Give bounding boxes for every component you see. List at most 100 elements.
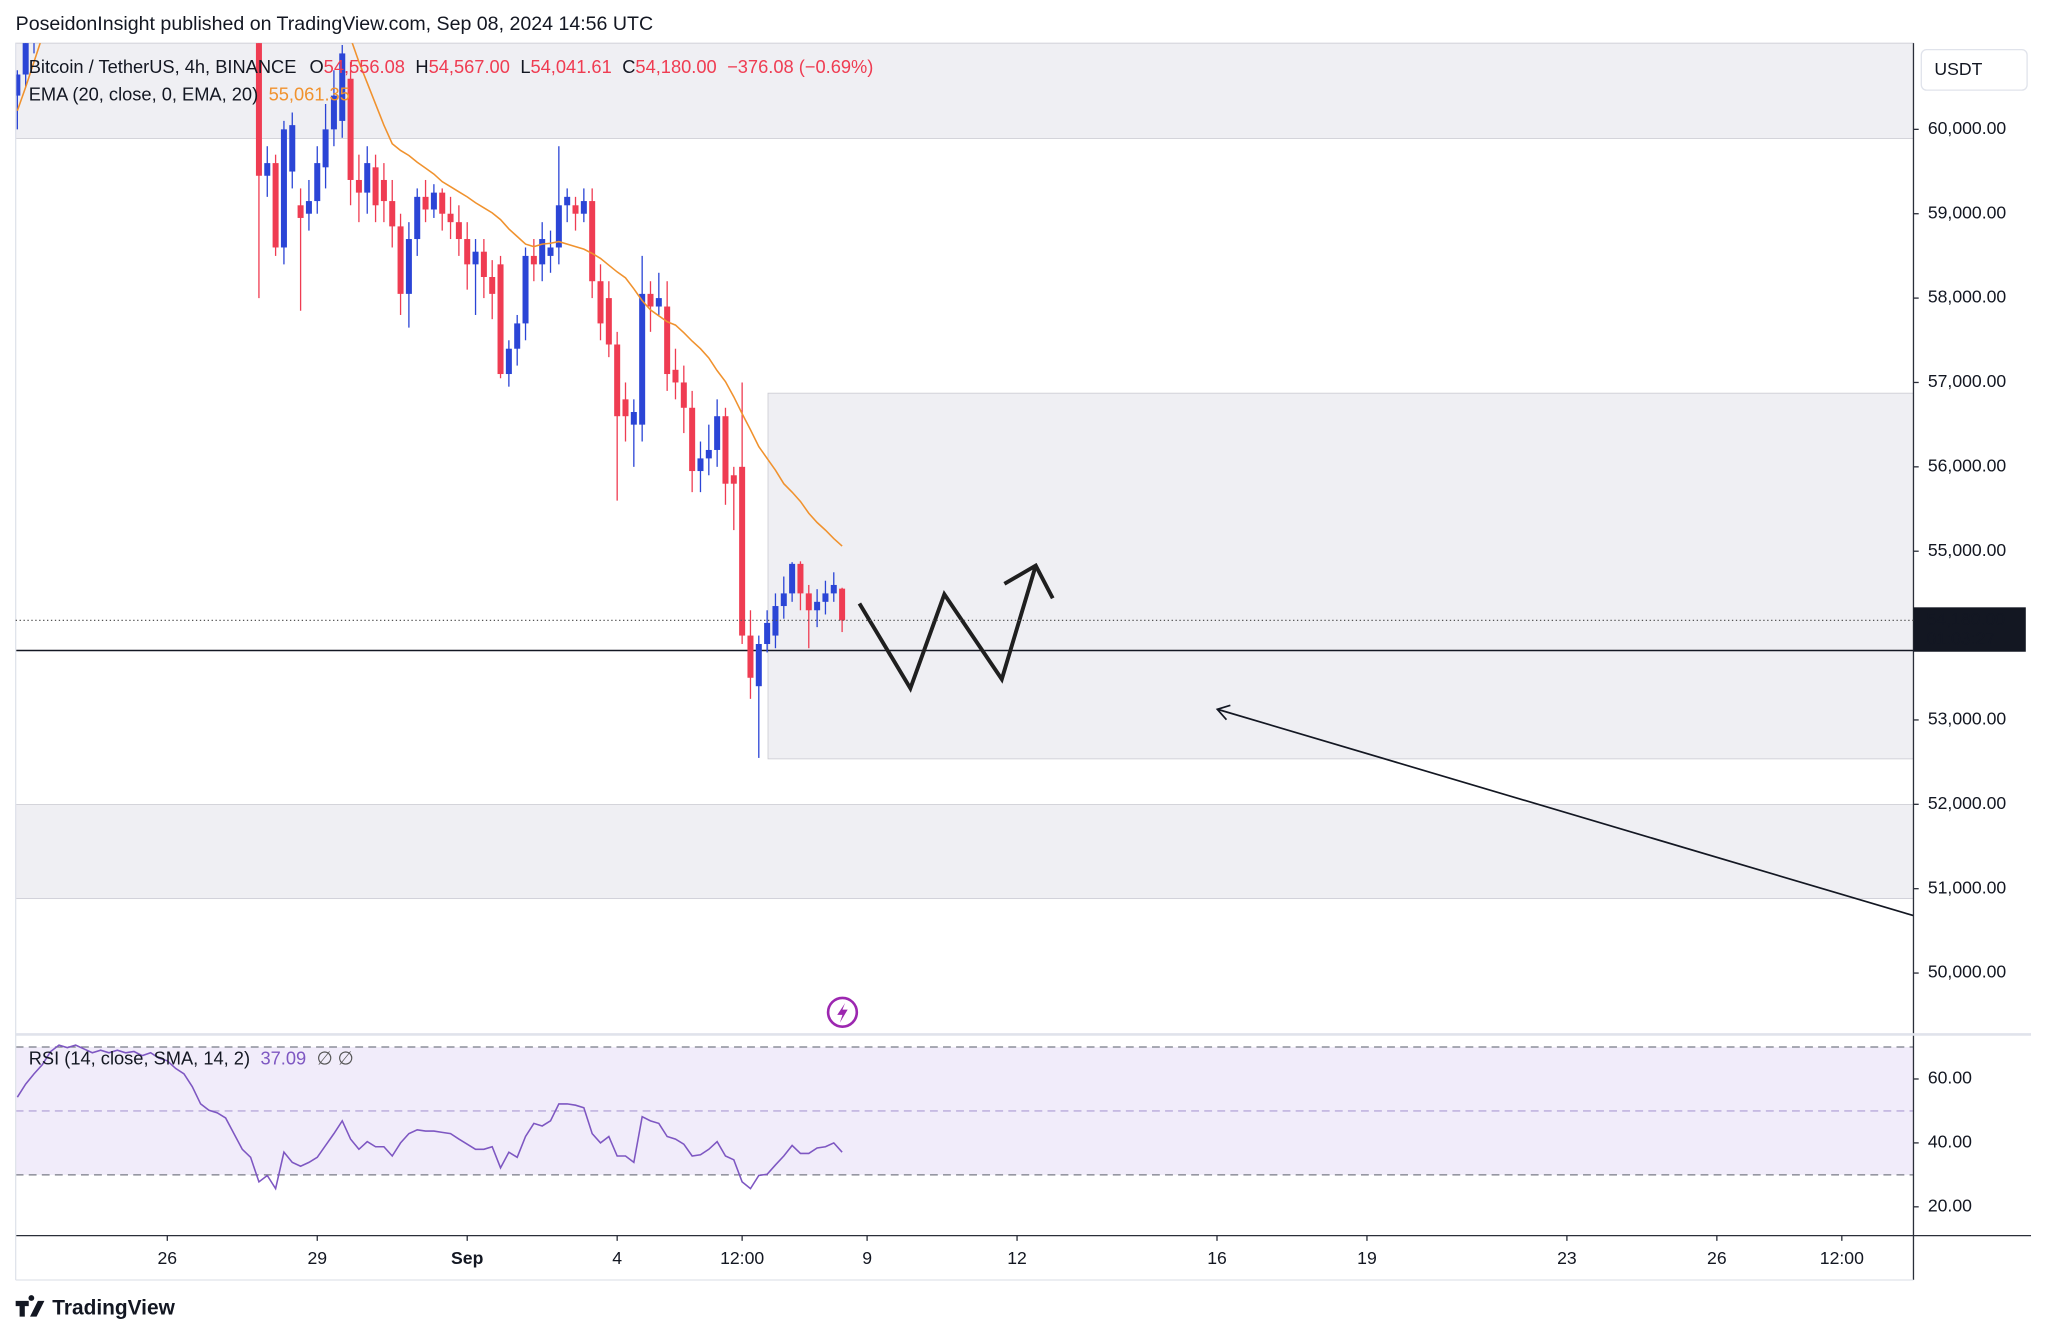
candle-body xyxy=(789,563,796,594)
candle-body xyxy=(272,163,279,248)
zone xyxy=(15,804,1914,900)
x-tick-label: 12:00 xyxy=(720,1248,764,1268)
projection-arrowhead xyxy=(1003,562,1055,600)
y-tick-label: 58,000.00 xyxy=(1928,287,2007,307)
candle-body xyxy=(522,255,529,324)
change-value: −376.08 (−0.69%) xyxy=(727,56,873,77)
candle-body xyxy=(680,382,687,408)
candle-body xyxy=(264,163,271,176)
ohlc-key: L xyxy=(520,56,530,77)
candle-body xyxy=(355,179,362,193)
candle-body xyxy=(405,239,412,294)
last-price-label: 54,180.00 xyxy=(1927,609,2006,629)
y-tick-label: 53,000.00 xyxy=(1928,709,2007,729)
x-tick-label: 12 xyxy=(1007,1248,1027,1268)
currency-button[interactable] xyxy=(1920,49,2028,91)
candle-body xyxy=(622,399,629,417)
candle-body xyxy=(322,129,329,168)
candle-body xyxy=(614,344,621,417)
ema-value: 55,061.35 xyxy=(269,83,350,104)
x-tick-label: 4 xyxy=(612,1248,622,1268)
candle-body xyxy=(555,205,562,248)
candle-body xyxy=(547,247,554,256)
candle-body xyxy=(489,277,496,294)
y-tick-label: 57,000.00 xyxy=(1928,371,2007,391)
ohlc-key: C xyxy=(622,56,635,77)
candle-body xyxy=(722,416,729,484)
y-tick-label: 51,000.00 xyxy=(1928,877,2007,897)
candle-body xyxy=(747,635,754,678)
x-tick-label: Sep xyxy=(451,1248,484,1268)
rsi-y-tick-label: 20.00 xyxy=(1928,1195,1972,1215)
rsi-legend: RSI (14, close, SMA, 14, 2) 37.09 ∅ ∅ xyxy=(29,1047,354,1068)
rsi-y-tick-label: 60.00 xyxy=(1928,1068,1972,1088)
candle-body xyxy=(15,74,21,96)
symbol-title: Bitcoin / TetherUS, 4h, BINANCE xyxy=(29,56,297,77)
candle-body xyxy=(705,449,712,459)
candle-body xyxy=(289,125,296,172)
candle-body xyxy=(505,348,512,375)
candle-body xyxy=(380,179,387,202)
rsi-name: RSI (14, close, SMA, 14, 2) xyxy=(29,1047,250,1068)
candle-body xyxy=(764,622,771,645)
candle-body xyxy=(414,196,421,240)
currency-label: USDT xyxy=(1934,59,1982,79)
ema-name: EMA (20, close, 0, EMA, 20) xyxy=(29,83,258,104)
candle-body xyxy=(830,584,837,594)
rsi-extra: ∅ ∅ xyxy=(317,1047,354,1068)
candle-body xyxy=(397,226,404,294)
candle-body xyxy=(330,95,337,130)
ohlc-key: H xyxy=(415,56,428,77)
candle-body xyxy=(339,53,346,121)
candle-body xyxy=(580,201,587,214)
price-pane xyxy=(15,0,846,758)
candle-body xyxy=(422,196,429,210)
candle-body xyxy=(822,593,829,602)
candle-body xyxy=(464,239,471,265)
candle-body xyxy=(805,593,812,611)
candle-body xyxy=(780,593,787,607)
footer-text: TradingView xyxy=(52,1296,175,1319)
candle-body xyxy=(347,78,354,180)
candle-body xyxy=(839,588,846,621)
candle-body xyxy=(564,196,571,206)
candle-body xyxy=(755,644,762,687)
zone xyxy=(767,392,1914,760)
x-tick-label: 19 xyxy=(1357,1248,1377,1268)
candle-body xyxy=(430,192,437,210)
candle-body xyxy=(314,163,321,202)
candle-body xyxy=(655,298,662,307)
last-price-box xyxy=(1913,607,2026,652)
ema-legend: EMA (20, close, 0, EMA, 20) 55,061.35 xyxy=(29,83,350,104)
ohlc-value: 54,556.08 xyxy=(324,56,405,77)
projection-path xyxy=(857,565,1038,693)
candle-body xyxy=(639,293,646,425)
candle-body xyxy=(439,192,446,214)
ohlc-value: 54,041.61 xyxy=(530,56,611,77)
candle-body xyxy=(730,475,737,484)
candle-body xyxy=(305,201,312,214)
footer-logo: TradingView xyxy=(15,1295,176,1319)
rsi-line xyxy=(16,1044,843,1191)
rsi-y-tick-label: 40.00 xyxy=(1928,1132,1972,1152)
rsi-value: 37.09 xyxy=(260,1047,306,1068)
candle-body xyxy=(572,205,579,214)
candle-body xyxy=(497,264,504,375)
candle-body xyxy=(39,0,45,11)
candle-body xyxy=(372,167,379,206)
candle-body xyxy=(364,163,371,193)
ohlc-value: 54,180.00 xyxy=(635,56,716,77)
trend-arrow xyxy=(1217,708,1914,917)
ohlc-key: O xyxy=(309,56,323,77)
candle-body xyxy=(697,458,704,472)
candle-body xyxy=(664,306,671,375)
ema-line xyxy=(16,43,843,547)
candle-body xyxy=(297,205,304,218)
x-tick-label: 12:00 xyxy=(1820,1248,1864,1268)
candle-body xyxy=(647,293,654,307)
candle-body xyxy=(447,213,454,223)
x-tick-label: 23 xyxy=(1557,1248,1577,1268)
candle-body xyxy=(589,201,596,282)
event-icon-bolt xyxy=(837,1003,848,1023)
